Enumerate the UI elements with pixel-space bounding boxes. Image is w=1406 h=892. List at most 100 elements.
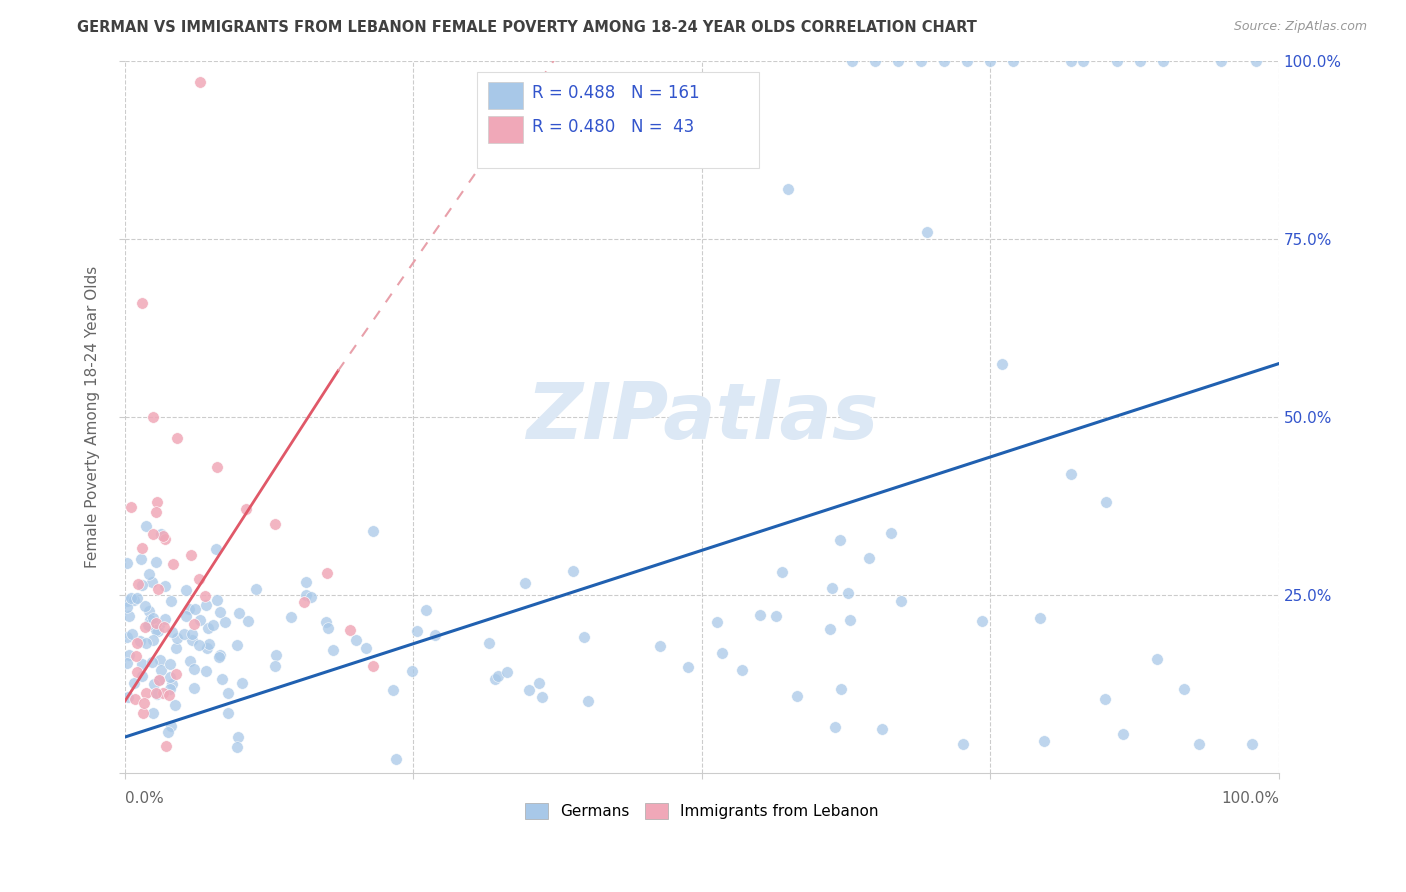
Point xyxy=(1071,54,1094,69)
Point xyxy=(1146,652,1168,666)
Point xyxy=(138,566,160,581)
Point xyxy=(155,739,177,754)
Point xyxy=(1107,54,1129,69)
Point xyxy=(138,618,160,632)
Point xyxy=(153,579,176,593)
Point xyxy=(991,357,1014,371)
Point xyxy=(120,500,142,514)
Point xyxy=(174,609,197,624)
Point xyxy=(195,665,218,679)
Point xyxy=(226,730,249,744)
Point xyxy=(162,557,184,571)
Point xyxy=(650,639,672,653)
Point xyxy=(131,541,153,556)
Point xyxy=(344,632,367,647)
Point xyxy=(159,682,181,697)
Point xyxy=(125,649,148,664)
Point xyxy=(294,588,316,602)
Point xyxy=(821,581,844,595)
Point xyxy=(1112,726,1135,740)
Point xyxy=(159,719,181,733)
Point xyxy=(131,657,153,671)
Point xyxy=(1241,737,1264,751)
FancyBboxPatch shape xyxy=(488,82,523,109)
Point xyxy=(115,630,138,644)
Point xyxy=(231,675,253,690)
Point xyxy=(415,602,437,616)
Point xyxy=(280,610,302,624)
Point xyxy=(910,54,932,69)
Point xyxy=(187,572,209,586)
Point xyxy=(484,672,506,686)
Point xyxy=(122,593,145,607)
Point xyxy=(299,590,322,604)
Point xyxy=(183,662,205,676)
Point xyxy=(496,665,519,680)
Point xyxy=(139,613,162,627)
Point xyxy=(887,54,910,69)
Point xyxy=(115,556,138,570)
Point xyxy=(765,608,787,623)
Point xyxy=(478,636,501,650)
Point xyxy=(1094,495,1116,509)
Text: R = 0.488   N = 161: R = 0.488 N = 161 xyxy=(531,84,700,103)
Point xyxy=(117,600,139,615)
Point xyxy=(145,623,167,637)
Point xyxy=(148,618,170,632)
Point xyxy=(576,693,599,707)
Point xyxy=(187,638,209,652)
Point xyxy=(211,672,233,686)
Point xyxy=(176,583,198,598)
Point xyxy=(731,663,754,677)
Point xyxy=(166,431,188,445)
Point xyxy=(149,527,172,541)
Y-axis label: Female Poverty Among 18-24 Year Olds: Female Poverty Among 18-24 Year Olds xyxy=(86,266,100,568)
Point xyxy=(245,582,267,596)
Point xyxy=(188,75,211,89)
Point xyxy=(190,613,212,627)
Point xyxy=(129,634,152,648)
Point xyxy=(198,637,221,651)
Point xyxy=(226,740,249,755)
Point xyxy=(316,621,339,635)
Point xyxy=(264,659,287,673)
Point xyxy=(217,706,239,721)
Point xyxy=(236,614,259,628)
Point xyxy=(160,594,183,608)
Point xyxy=(121,627,143,641)
Point xyxy=(180,548,202,562)
Point xyxy=(153,612,176,626)
Point xyxy=(135,636,157,650)
Point xyxy=(142,633,165,648)
Point xyxy=(146,687,169,701)
Point xyxy=(124,692,146,706)
Point xyxy=(770,565,793,579)
Text: Source: ZipAtlas.com: Source: ZipAtlas.com xyxy=(1233,20,1367,33)
Point xyxy=(235,502,257,516)
Point xyxy=(145,555,167,569)
Point xyxy=(527,676,550,690)
Point xyxy=(1211,54,1233,69)
Point xyxy=(226,638,249,652)
Point xyxy=(180,633,202,648)
Point xyxy=(934,54,956,69)
Point xyxy=(710,646,733,660)
Point xyxy=(118,608,141,623)
Point xyxy=(131,578,153,592)
Point xyxy=(124,676,146,690)
FancyBboxPatch shape xyxy=(488,116,523,143)
Point xyxy=(183,681,205,695)
Point xyxy=(202,618,225,632)
Text: GERMAN VS IMMIGRANTS FROM LEBANON FEMALE POVERTY AMONG 18-24 YEAR OLDS CORRELATI: GERMAN VS IMMIGRANTS FROM LEBANON FEMALE… xyxy=(77,20,977,35)
Point xyxy=(148,673,170,687)
Point xyxy=(838,613,860,627)
Point xyxy=(135,519,157,533)
Point xyxy=(127,591,149,605)
Point xyxy=(134,599,156,614)
Point xyxy=(315,566,337,581)
Point xyxy=(141,655,163,669)
Point xyxy=(183,616,205,631)
Point xyxy=(264,648,287,662)
Point xyxy=(361,524,384,539)
Point xyxy=(786,690,808,704)
